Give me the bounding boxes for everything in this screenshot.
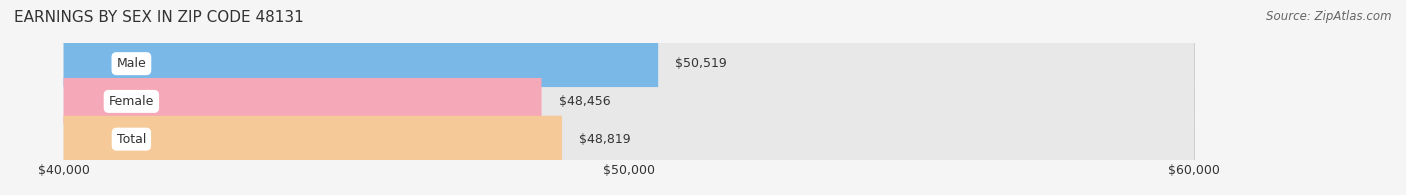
FancyBboxPatch shape: [63, 116, 1194, 163]
FancyBboxPatch shape: [63, 78, 541, 125]
Text: $48,456: $48,456: [558, 95, 610, 108]
Text: Male: Male: [117, 57, 146, 70]
FancyBboxPatch shape: [63, 78, 1194, 125]
FancyBboxPatch shape: [63, 40, 658, 87]
Text: Source: ZipAtlas.com: Source: ZipAtlas.com: [1267, 10, 1392, 23]
Text: $48,819: $48,819: [579, 133, 631, 146]
FancyBboxPatch shape: [63, 40, 1194, 87]
FancyBboxPatch shape: [63, 116, 562, 163]
Text: EARNINGS BY SEX IN ZIP CODE 48131: EARNINGS BY SEX IN ZIP CODE 48131: [14, 10, 304, 25]
Text: Total: Total: [117, 133, 146, 146]
Text: $50,519: $50,519: [675, 57, 727, 70]
Text: Female: Female: [108, 95, 155, 108]
